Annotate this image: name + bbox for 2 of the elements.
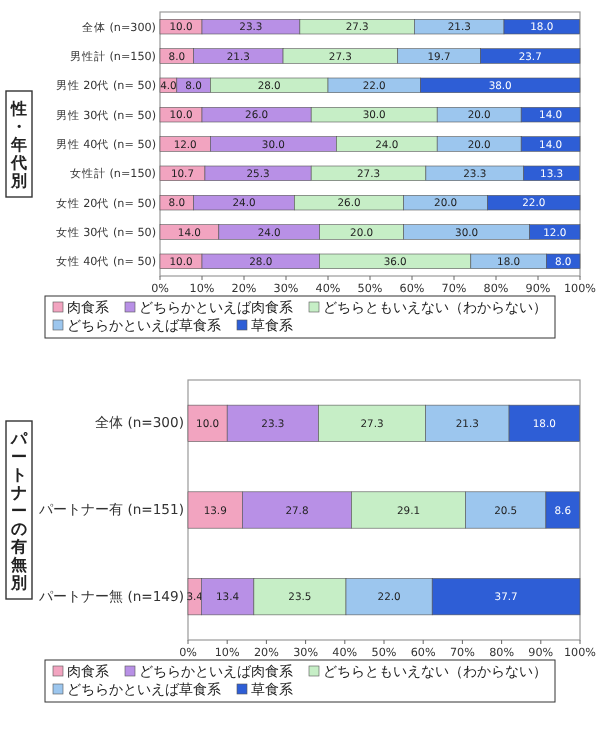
text: パートナーの有無別 bbox=[11, 430, 27, 592]
y-axis-title: 性・年代別 bbox=[9, 100, 27, 190]
